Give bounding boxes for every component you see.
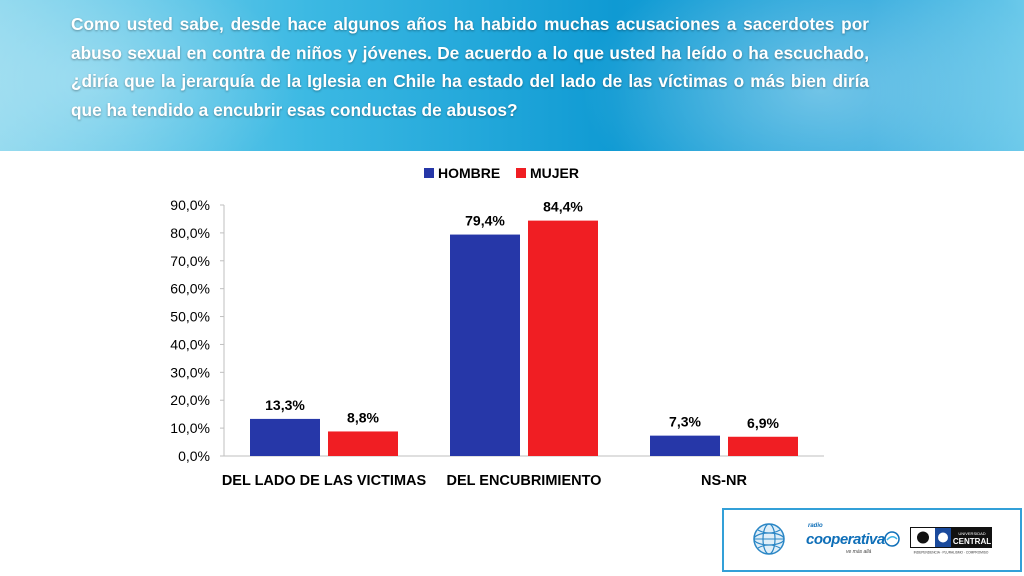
value-labels: 13,3% 8,8% 79,4% 84,4% 7,3% 6,9% — [265, 199, 779, 431]
y-tick-label: 60,0% — [170, 281, 210, 297]
category-labels: DEL LADO DE LAS VICTIMAS DEL ENCUBRIMIENT… — [222, 473, 748, 489]
bar-hombre-2 — [450, 234, 520, 456]
cooperativa-tagline: ve más allá — [846, 549, 872, 555]
bar-chart: HOMBRE MUJER 0,0% 10,0% 20,0% 30,0% 40,0% 50,0… — [170, 165, 824, 489]
legend-swatch-mujer — [516, 168, 526, 178]
legend-label-hombre: HOMBRE — [438, 165, 500, 181]
cooperativa-logo: radio cooperativa ve más allá — [806, 523, 901, 557]
category-label-3: NS-NR — [701, 473, 747, 489]
y-tick-label: 10,0% — [170, 420, 210, 436]
y-tick-label: 50,0% — [170, 309, 210, 325]
sponsor-logos: radio cooperativa ve más allá UNIVERSIDA… — [722, 508, 1022, 572]
cooperativa-name: cooperativa — [806, 531, 885, 548]
bar-hombre-3 — [650, 435, 720, 456]
cooperativa-prefix: radio — [808, 523, 823, 529]
value-label-mujer-1: 8,8% — [347, 409, 379, 425]
globe-logo-icon — [753, 523, 785, 555]
central-name-text: CENTRAL — [953, 537, 991, 546]
bars-group — [250, 220, 798, 456]
y-tick-label: 70,0% — [170, 253, 210, 269]
value-label-hombre-1: 13,3% — [265, 397, 305, 413]
category-label-2: DEL ENCUBRIMIENTO — [447, 473, 602, 489]
header-banner: Como usted sabe, desde hace algunos años… — [0, 0, 1024, 151]
bar-mujer-1 — [328, 431, 398, 456]
y-tick-label: 0,0% — [178, 448, 210, 464]
central-motto-text: INDEPENDENCIA · PLURALISMO · COMPROMISO — [914, 551, 989, 555]
value-label-mujer-2: 84,4% — [543, 199, 583, 215]
value-label-hombre-2: 79,4% — [465, 213, 505, 229]
survey-question: Como usted sabe, desde hace algunos años… — [71, 14, 869, 120]
value-label-mujer-3: 6,9% — [747, 415, 779, 431]
y-tick-label: 90,0% — [170, 197, 210, 213]
bar-mujer-2 — [528, 220, 598, 456]
y-tick-label: 40,0% — [170, 336, 210, 352]
legend-swatch-hombre — [424, 168, 434, 178]
bar-mujer-3 — [728, 436, 798, 456]
y-tick-label: 20,0% — [170, 392, 210, 408]
y-tick-label: 80,0% — [170, 225, 210, 241]
bar-hombre-1 — [250, 418, 320, 456]
swirl-icon — [884, 531, 900, 547]
value-label-hombre-3: 7,3% — [669, 414, 701, 430]
header-glow — [0, 0, 300, 151]
universidad-central-logo: UNIVERSIDAD CENTRAL INDEPENDENCIA · PLUR… — [910, 527, 992, 555]
legend-label-mujer: MUJER — [530, 165, 579, 181]
y-tick-label: 30,0% — [170, 364, 210, 380]
category-label-1: DEL LADO DE LAS VICTIMAS — [222, 473, 427, 489]
central-top-text: UNIVERSIDAD — [958, 531, 985, 536]
y-axis: 0,0% 10,0% 20,0% 30,0% 40,0% 50,0% 60,0% 70,0% 8… — [170, 197, 225, 464]
header-glow — [560, 0, 1024, 151]
chart-legend: HOMBRE MUJER — [424, 165, 579, 181]
